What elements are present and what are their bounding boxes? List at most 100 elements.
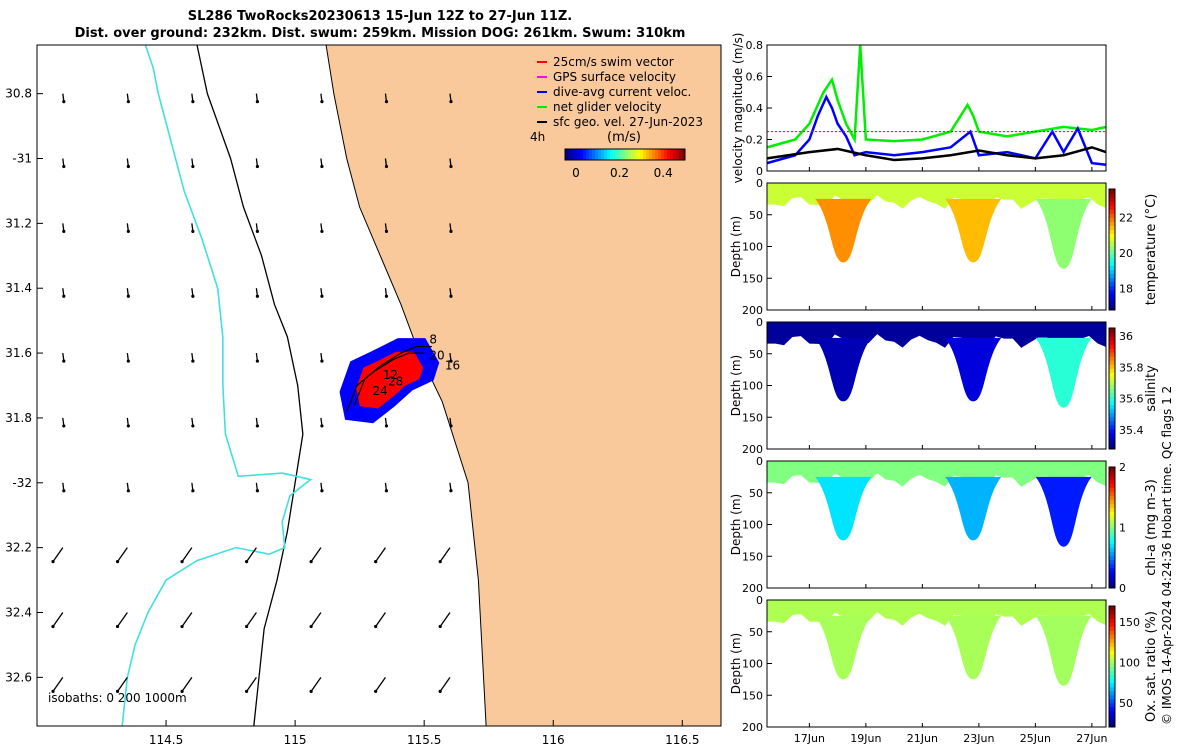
section-colorbar-segment (1109, 694, 1115, 700)
section-colorbar-tick-label: 0 (1119, 582, 1126, 595)
velocity-y-tick-label: 0.8 (746, 39, 764, 52)
geo-velocity-arrowhead (180, 624, 184, 629)
section-colorbar-segment (1109, 289, 1115, 295)
geo-velocity-arrowhead (438, 560, 442, 564)
geo-velocity-arrow (310, 612, 322, 627)
section-colorbar-segment (1109, 285, 1115, 291)
colorbar-segment (574, 149, 578, 160)
geo-velocity-arrowhead (384, 424, 389, 428)
section-colorbar-segment (1109, 535, 1115, 541)
geo-velocity-arrow (181, 676, 193, 692)
section-colorbar-tick-label: 22 (1119, 211, 1133, 224)
section-y-tick-label: 50 (749, 626, 763, 639)
section-colorbar-segment (1109, 567, 1115, 573)
section-colorbar-segment (1109, 257, 1115, 263)
section-y-tick-label: 100 (742, 241, 763, 254)
geo-velocity-arrowhead (126, 489, 130, 493)
geo-velocity-arrowhead (384, 489, 389, 493)
dive-profile (1035, 337, 1092, 408)
section-colorbar-tick-label: 150 (1119, 616, 1140, 629)
section-colorbar-segment (1109, 662, 1115, 667)
section-colorbar-segment (1109, 483, 1115, 488)
colorbar-segment (646, 149, 650, 160)
section-y-tick-label: 200 (742, 304, 763, 317)
section-colorbar-segment (1109, 670, 1115, 676)
colorbar-segment (610, 149, 614, 160)
geo-velocity-arrowhead (62, 424, 66, 428)
section-colorbar-segment (1109, 634, 1115, 639)
colorbar-tick-label: 0 (572, 166, 580, 180)
colorbar-segment (577, 149, 581, 160)
geo-velocity-arrowhead (62, 294, 66, 298)
colorbar-segment (613, 149, 617, 160)
section-colorbar-segment (1109, 515, 1115, 520)
geo-velocity-arrowhead (191, 100, 195, 104)
geo-velocity-arrow (246, 612, 257, 627)
section-colorbar-segment (1109, 241, 1115, 246)
geo-velocity-arrow (375, 676, 386, 692)
section-colorbar-segment (1109, 213, 1115, 218)
map-x-tick-label: 116.5 (665, 733, 699, 747)
section-colorbar-segment (1109, 491, 1115, 496)
section-y-label: Depth (m) (729, 494, 743, 555)
colorbar-segment (682, 149, 686, 160)
section-colorbar-segment (1109, 718, 1115, 724)
geo-velocity-arrowhead (51, 689, 55, 693)
geo-velocity-arrow (117, 612, 128, 627)
colorbar-segment (598, 149, 602, 160)
map-y-tick-label: -32 (12, 476, 32, 490)
section-colorbar-segment (1109, 650, 1115, 655)
geo-velocity-arrowhead (126, 229, 130, 233)
section-colorbar-segment (1109, 674, 1115, 680)
section-colorbar-segment (1109, 209, 1115, 214)
section-colorbar-segment (1109, 575, 1115, 581)
geo-velocity-arrowhead (320, 100, 324, 104)
colorbar-tick-label: 0.4 (654, 166, 673, 180)
map-y-tick-label: 31.2 (5, 216, 32, 230)
section-colorbar-segment (1109, 642, 1115, 647)
geo-velocity-arrowhead (320, 424, 324, 428)
section-y-tick-label: 150 (742, 550, 763, 563)
section-colorbar-segment (1109, 368, 1115, 373)
geo-velocity-arrow (246, 547, 257, 563)
section-colorbar-segment (1109, 706, 1115, 712)
section-colorbar-segment (1109, 666, 1115, 672)
velocity-y-tick-label: 0.2 (746, 134, 764, 147)
geo-velocity-arrowhead (126, 294, 130, 298)
geo-velocity-arrowhead (191, 229, 195, 233)
geo-velocity-arrowhead (449, 489, 453, 493)
section-y-label: Depth (m) (729, 355, 743, 416)
section-colorbar-segment (1109, 340, 1115, 345)
geo-velocity-arrowhead (449, 359, 453, 363)
geo-velocity-arrowhead (309, 689, 313, 693)
map-x-tick-label: 114.5 (149, 733, 183, 747)
geo-velocity-arrowhead (255, 489, 259, 493)
section-colorbar-label: Ox. sat. ratio (%) (1144, 611, 1159, 722)
map-x-tick-label: 115 (284, 733, 307, 747)
map-x-tick-label: 116 (542, 733, 565, 747)
chla-section: 0 50 100 150 200 Depth (m) 0 1 2 chl-a (mg m-3) (729, 455, 1159, 595)
map-y-tick-label: -31 (12, 152, 32, 166)
section-colorbar-segment (1109, 527, 1115, 533)
velocity-y-tick-label: 0 (756, 165, 763, 178)
section-colorbar-segment (1109, 571, 1115, 577)
velocity-series-line (766, 146, 1107, 162)
geo-velocity-arrowhead (51, 560, 55, 564)
colorbar-segment (640, 149, 644, 160)
colorbar-segment (661, 149, 665, 160)
velocity-y-tick-label: 0.6 (746, 71, 764, 84)
section-colorbar-segment (1109, 579, 1115, 585)
section-colorbar-tick-label: 50 (1119, 697, 1133, 710)
land-area (325, 45, 721, 726)
velocity-y-label: velocity magnitude (m/s) (731, 33, 745, 184)
geo-velocity-arrowhead (126, 424, 130, 428)
section-y-tick-label: 150 (742, 272, 763, 285)
section-colorbar-segment (1109, 654, 1115, 659)
map-frame (36, 44, 722, 727)
geo-velocity-arrow (375, 612, 386, 627)
isobath-200m (196, 45, 304, 726)
colorbar-segment (604, 149, 608, 160)
legend-label: net glider velocity (553, 100, 661, 114)
section-colorbar-segment (1109, 479, 1115, 484)
